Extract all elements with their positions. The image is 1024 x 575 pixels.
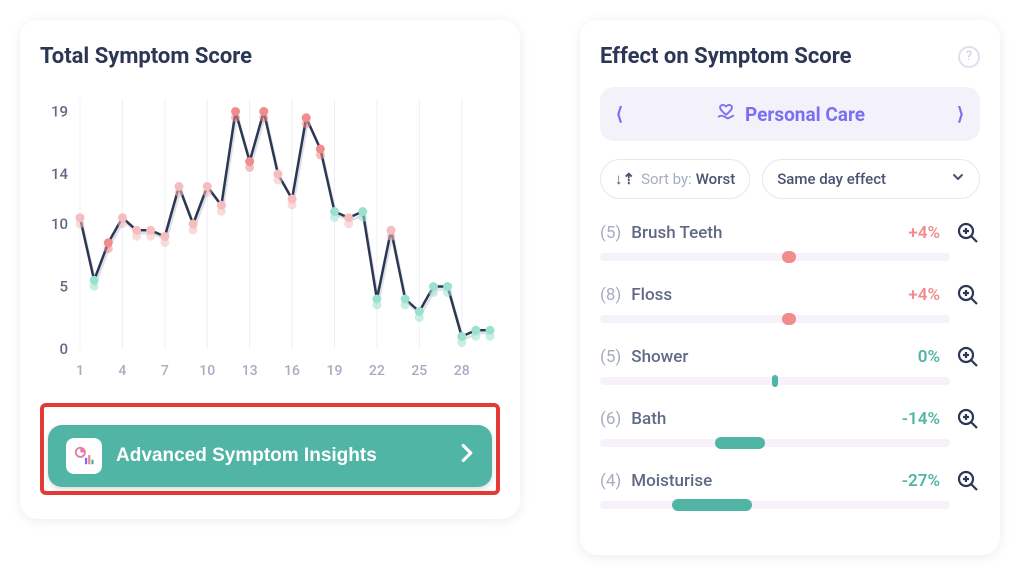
svg-text:25: 25 <box>411 363 427 379</box>
chart-report-icon <box>66 438 102 474</box>
svg-text:5: 5 <box>59 278 68 296</box>
effect-name: Shower <box>631 347 907 367</box>
svg-text:16: 16 <box>284 363 300 379</box>
effect-count: (4) <box>600 471 621 491</box>
svg-text:10: 10 <box>51 215 68 233</box>
effect-item: (5) Brush Teeth +4% <box>600 221 980 261</box>
prev-category-button[interactable]: ⟨ <box>616 104 623 125</box>
svg-text:7: 7 <box>161 363 169 379</box>
advanced-insights-button[interactable]: Advanced Symptom Insights <box>48 425 492 487</box>
sort-label: Sort by: <box>641 170 692 188</box>
effect-marker <box>672 499 752 511</box>
personal-care-icon <box>715 101 737 127</box>
effect-item: (5) Shower 0% <box>600 345 980 385</box>
dropdown-value: Same day effect <box>777 170 886 188</box>
effect-name: Brush Teeth <box>631 223 898 243</box>
effects-list: (5) Brush Teeth +4% (8) Floss +4% (5) Sh… <box>600 221 980 509</box>
svg-text:28: 28 <box>454 363 470 379</box>
effect-name: Floss <box>631 285 898 305</box>
effect-bar <box>600 439 950 447</box>
svg-text:1: 1 <box>76 363 84 379</box>
magnify-icon[interactable] <box>956 221 980 245</box>
effect-count: (8) <box>600 285 621 305</box>
card-title: Total Symptom Score <box>40 44 500 69</box>
magnify-icon[interactable] <box>956 345 980 369</box>
effect-percent: -27% <box>902 471 940 491</box>
magnify-icon[interactable] <box>956 283 980 307</box>
effect-name: Bath <box>631 409 892 429</box>
effect-marker <box>782 313 796 325</box>
symptom-line-chart: 1471013161922252805101419 <box>40 89 500 389</box>
effect-percent: +4% <box>908 285 940 305</box>
effect-bar <box>600 501 950 509</box>
next-category-button[interactable]: ⟩ <box>957 104 964 125</box>
sort-control[interactable]: ↓⇡ Sort by: Worst <box>600 159 750 199</box>
effect-marker <box>772 375 778 387</box>
magnify-icon[interactable] <box>956 407 980 431</box>
effect-marker <box>782 251 796 263</box>
svg-text:4: 4 <box>118 363 126 379</box>
effect-count: (5) <box>600 223 621 243</box>
effect-bar <box>600 377 950 385</box>
category-label: Personal Care <box>745 103 865 126</box>
insights-button-label: Advanced Symptom Insights <box>116 445 377 467</box>
effect-score-card: Effect on Symptom Score ? ⟨ Personal Car… <box>580 20 1000 555</box>
help-icon[interactable]: ? <box>958 46 980 68</box>
effect-percent: -14% <box>902 409 940 429</box>
effect-bar <box>600 315 950 323</box>
effect-percent: 0% <box>918 347 940 367</box>
sort-icon: ↓⇡ <box>615 170 635 188</box>
svg-text:13: 13 <box>242 363 258 379</box>
effect-bar <box>600 253 950 261</box>
effect-percent: +4% <box>908 223 940 243</box>
effect-item: (6) Bath -14% <box>600 407 980 447</box>
magnify-icon[interactable] <box>956 469 980 493</box>
chevron-right-icon <box>460 443 474 469</box>
svg-text:19: 19 <box>327 363 343 379</box>
highlight-box: Advanced Symptom Insights <box>40 403 500 495</box>
symptom-score-card: Total Symptom Score 14710131619222528051… <box>20 20 520 519</box>
sort-value: Worst <box>696 170 736 188</box>
effect-name: Moisturise <box>631 471 892 491</box>
effect-count: (5) <box>600 347 621 367</box>
svg-text:19: 19 <box>51 103 68 121</box>
svg-text:10: 10 <box>199 363 215 379</box>
effect-item: (8) Floss +4% <box>600 283 980 323</box>
svg-text:0: 0 <box>59 340 68 358</box>
category-selector: ⟨ Personal Care ⟩ <box>600 87 980 141</box>
effect-timing-dropdown[interactable]: Same day effect <box>762 159 980 199</box>
card-title: Effect on Symptom Score <box>600 44 851 69</box>
effect-item: (4) Moisturise -27% <box>600 469 980 509</box>
effect-marker <box>715 437 765 449</box>
svg-text:14: 14 <box>51 165 69 183</box>
effect-count: (6) <box>600 409 621 429</box>
chevron-down-icon <box>951 170 965 188</box>
svg-text:22: 22 <box>369 363 385 379</box>
